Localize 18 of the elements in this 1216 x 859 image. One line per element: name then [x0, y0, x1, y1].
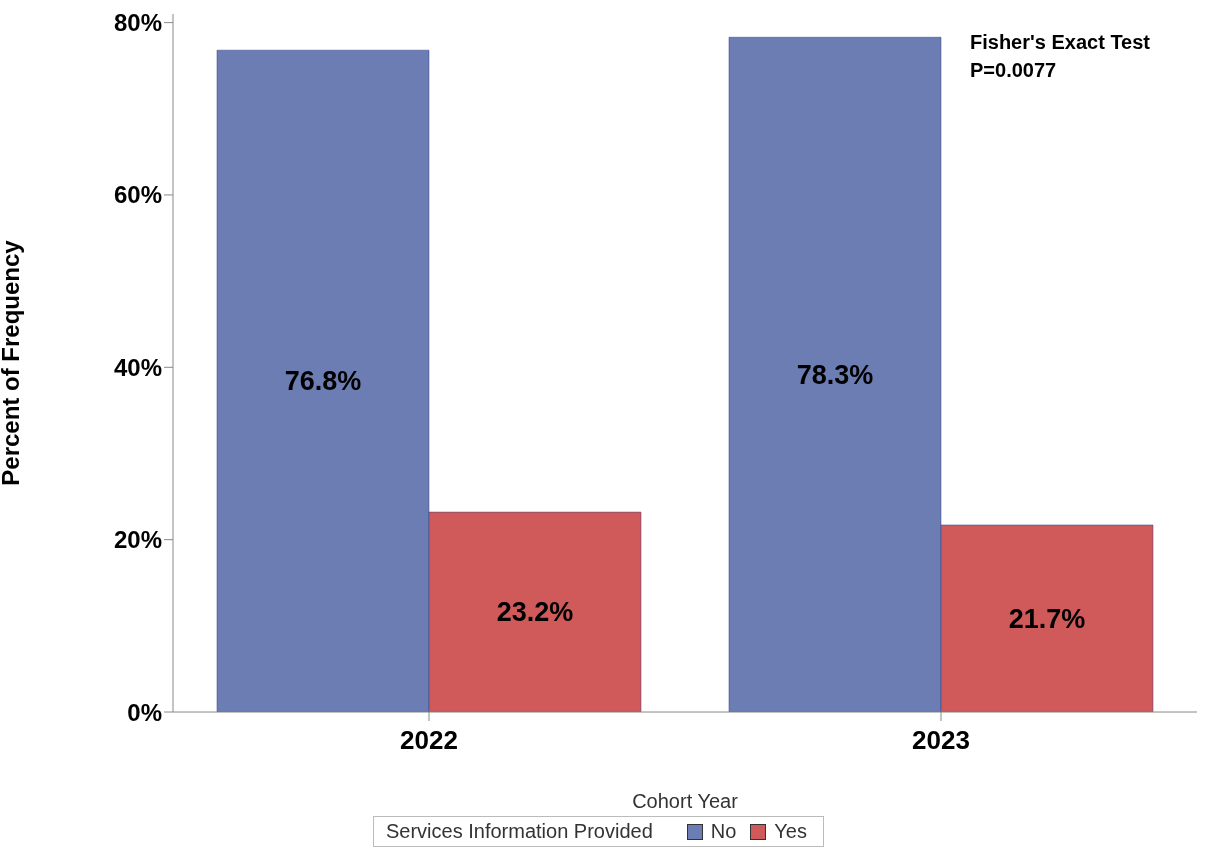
x-axis-title: Cohort Year — [632, 790, 739, 812]
data-label: 21.7% — [1008, 603, 1086, 634]
y-tick-label: 40% — [113, 353, 162, 381]
data-label: 76.8% — [284, 366, 362, 397]
legend-title: Services Information Provided — [385, 820, 653, 843]
y-axis-title: Percent of Frequency — [0, 239, 24, 486]
y-tick-label: 20% — [113, 526, 162, 554]
annotation: Fisher's Exact Test — [970, 30, 1151, 55]
annotation: P=0.0077 — [970, 58, 1058, 83]
x-tick-label: 2023 — [912, 725, 970, 756]
y-tick-label: 60% — [113, 181, 162, 209]
legend-label: Yes — [774, 820, 807, 843]
data-label: 78.3% — [796, 359, 874, 390]
x-tick-label: 2022 — [400, 725, 458, 756]
y-tick-label: 80% — [113, 9, 162, 37]
data-label: 23.2% — [496, 597, 574, 628]
y-tick-label: 0% — [127, 698, 162, 726]
legend-label: No — [710, 820, 737, 843]
